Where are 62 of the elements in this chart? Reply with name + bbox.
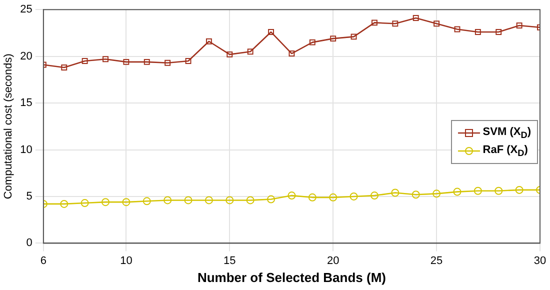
x-tick-label: 25 — [430, 254, 443, 267]
point — [226, 51, 233, 58]
point — [82, 58, 88, 64]
point — [247, 48, 254, 55]
x-tick-label: 10 — [120, 254, 132, 267]
point — [142, 197, 151, 206]
point — [185, 58, 192, 64]
point — [391, 188, 400, 197]
point — [61, 64, 68, 71]
point — [184, 196, 192, 204]
point — [412, 190, 420, 199]
point — [370, 192, 378, 200]
point — [268, 29, 274, 35]
point — [432, 190, 441, 198]
point — [60, 200, 68, 208]
point — [392, 20, 398, 27]
legend-label: RaF (X$_{D}$) — [482, 144, 528, 158]
point — [164, 60, 171, 66]
point — [329, 193, 338, 202]
point — [122, 198, 130, 206]
point — [412, 15, 419, 21]
point — [288, 192, 296, 200]
y-axis-title: Computational cost (seconds) — [2, 54, 15, 200]
point — [123, 58, 130, 65]
point — [454, 26, 460, 32]
x-tick-label: 15 — [224, 254, 236, 267]
y-tick-label: 20 — [20, 50, 32, 62]
point — [474, 29, 481, 35]
point — [288, 50, 295, 56]
point — [350, 192, 358, 200]
point — [226, 196, 234, 204]
point — [330, 36, 336, 42]
x-tick-label: 20 — [326, 254, 340, 267]
point — [80, 199, 89, 208]
point — [350, 34, 357, 40]
point — [474, 186, 482, 195]
y-tick-label: 25 — [20, 4, 32, 16]
point — [204, 196, 213, 204]
y-tick-label: 5 — [26, 190, 32, 203]
y-tick-label: 0 — [26, 237, 32, 250]
x-axis-title: Number of Selected Bands (M) — [197, 270, 386, 285]
point — [453, 188, 462, 196]
x-tick-label: 6 — [40, 254, 46, 267]
y-tick-label: 15 — [20, 97, 32, 110]
point — [515, 186, 524, 194]
point — [309, 39, 316, 46]
point — [267, 195, 276, 204]
x-tick-label: 30 — [534, 254, 546, 267]
point — [496, 29, 502, 35]
legend-label: SVM (X$_{D}$) — [482, 126, 531, 140]
y-tick-label: 10 — [20, 144, 32, 156]
point — [308, 193, 316, 202]
point — [494, 186, 503, 195]
point — [516, 22, 522, 28]
point — [372, 20, 378, 26]
point — [102, 56, 108, 62]
point — [434, 20, 440, 27]
point — [102, 198, 110, 206]
point — [164, 196, 172, 204]
point — [144, 58, 150, 65]
point — [246, 196, 254, 204]
point — [206, 38, 212, 44]
